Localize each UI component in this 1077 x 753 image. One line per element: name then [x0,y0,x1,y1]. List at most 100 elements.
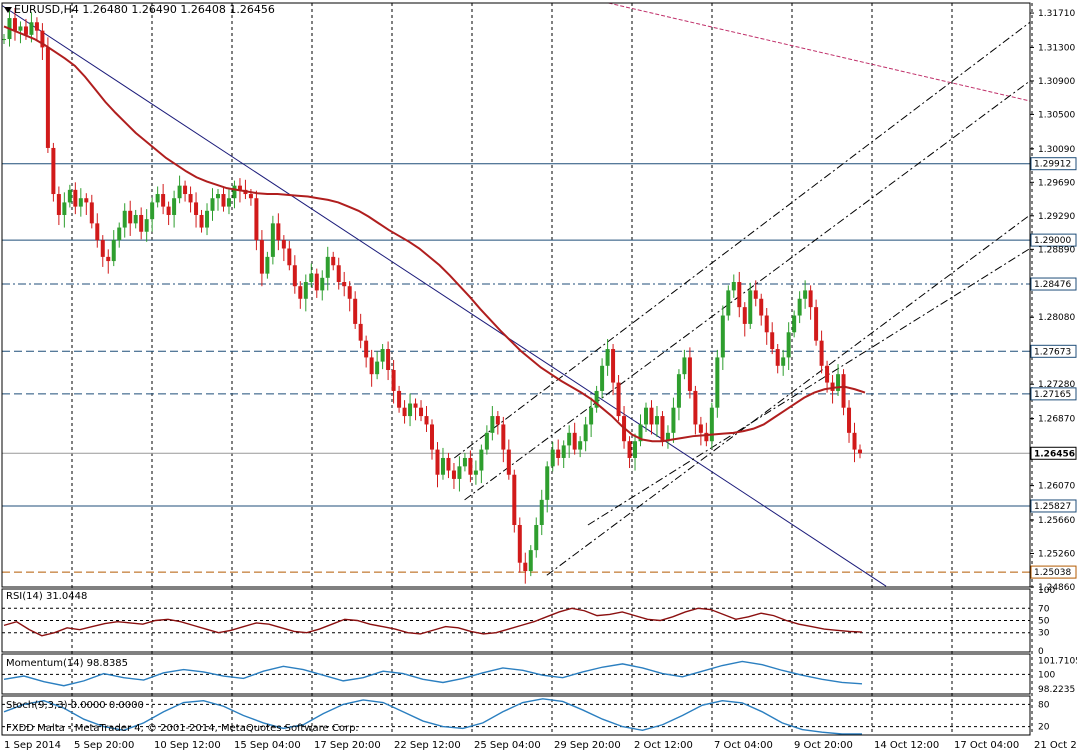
candle-body [84,198,89,203]
moving-average [3,25,866,443]
candle-body [29,22,34,35]
candle-body [462,457,467,467]
channel-line [464,80,1031,501]
candle-body [67,189,72,203]
candle-body [166,206,171,215]
candle-body [644,407,648,425]
candle-body [693,390,698,425]
candle-body [221,194,226,207]
dropdown-triangle-icon[interactable] [4,7,12,13]
candle-body [792,315,797,333]
candle-body [150,202,155,220]
price-level-tag [1030,499,1077,513]
candle-body [665,432,670,442]
candle-body [298,286,303,299]
candle-body [45,47,50,148]
candle-body [495,416,500,425]
candle-body [841,374,846,408]
candle-body [106,256,111,262]
candle-body [545,466,550,500]
candle-body [172,198,177,215]
candle-body [539,499,544,525]
candle-body [95,223,100,241]
candle-body [611,349,616,383]
candle-body [506,449,511,475]
candle-body [51,147,56,195]
candle-body [567,432,572,446]
candle-body [687,357,692,391]
candle-body [89,202,94,224]
candle-body [413,403,418,408]
candle-body [56,194,61,215]
candle-body [654,416,659,425]
candle-body [440,457,445,475]
candle-body [825,365,830,383]
candle-body [347,286,352,299]
stoch-label: Stoch(9,3,3) 0.0000 0.0000 [6,700,144,711]
candle-body [111,240,116,262]
candle-body [270,223,275,257]
candle-body [177,185,182,199]
candle-body [786,332,791,358]
candle-body [836,374,841,391]
candle-body [78,198,83,207]
candle-body [62,202,67,215]
y-tick-label: 1.31300 [1038,43,1075,53]
channel-line [587,248,1031,526]
candle-body [216,194,220,199]
candle-body [353,298,358,324]
candle-body [155,194,160,203]
candle-body [523,562,528,572]
candle-body [183,185,188,195]
price-level-label: 1.28476 [1034,280,1071,290]
momentum-tick-label: 100 [1038,670,1055,680]
candle-body [572,432,577,450]
candle-body [254,198,259,241]
candle-body [660,416,665,442]
price-level-label: 1.27673 [1034,347,1071,357]
candle-body [358,323,363,341]
candle-body [808,290,813,308]
candle-body [847,407,852,433]
x-tick-label: 2 Oct 12:00 [634,740,693,751]
candle-body [12,18,17,31]
current-price-label: 1.26456 [1034,449,1075,459]
x-tick-label: 29 Sep 20:00 [554,740,621,751]
candle-body [748,290,753,324]
candle-body [336,265,341,283]
y-tick-label: 1.30900 [1038,77,1075,87]
price-level-tag [1030,344,1077,358]
price-level-label: 1.25038 [1034,568,1071,578]
candle-body [682,357,687,375]
candle-body [369,357,374,375]
candle-body [144,219,149,232]
candle-body [616,382,621,417]
y-tick-label: 1.27280 [1038,380,1075,390]
price-level-tag [1030,277,1077,291]
current-price-tag [1030,446,1077,460]
momentum-tick-label: 101.7105 [1038,657,1077,667]
price-level-label: 1.29912 [1034,160,1071,170]
upper-resistance-line [608,2,1031,102]
candle-body [775,349,780,366]
rsi-tick-label: 70 [1038,604,1050,614]
candle-body [331,256,336,266]
price-level-tag [1030,565,1077,579]
price-level-tag [1030,387,1077,401]
candle-body [34,22,39,31]
candle-body [402,407,407,417]
candle-body [737,282,742,308]
y-tick-label: 1.28080 [1038,313,1075,323]
candle-body [742,307,747,324]
candle-body [561,445,566,458]
candle-body [342,282,347,287]
rsi-line [3,607,863,637]
candle-body [259,240,264,274]
candle-body [479,449,484,471]
candle-body [473,470,478,475]
candle-body [161,194,166,207]
candle-body [517,524,522,563]
candle-body [265,256,270,274]
stoch-line [3,698,862,735]
